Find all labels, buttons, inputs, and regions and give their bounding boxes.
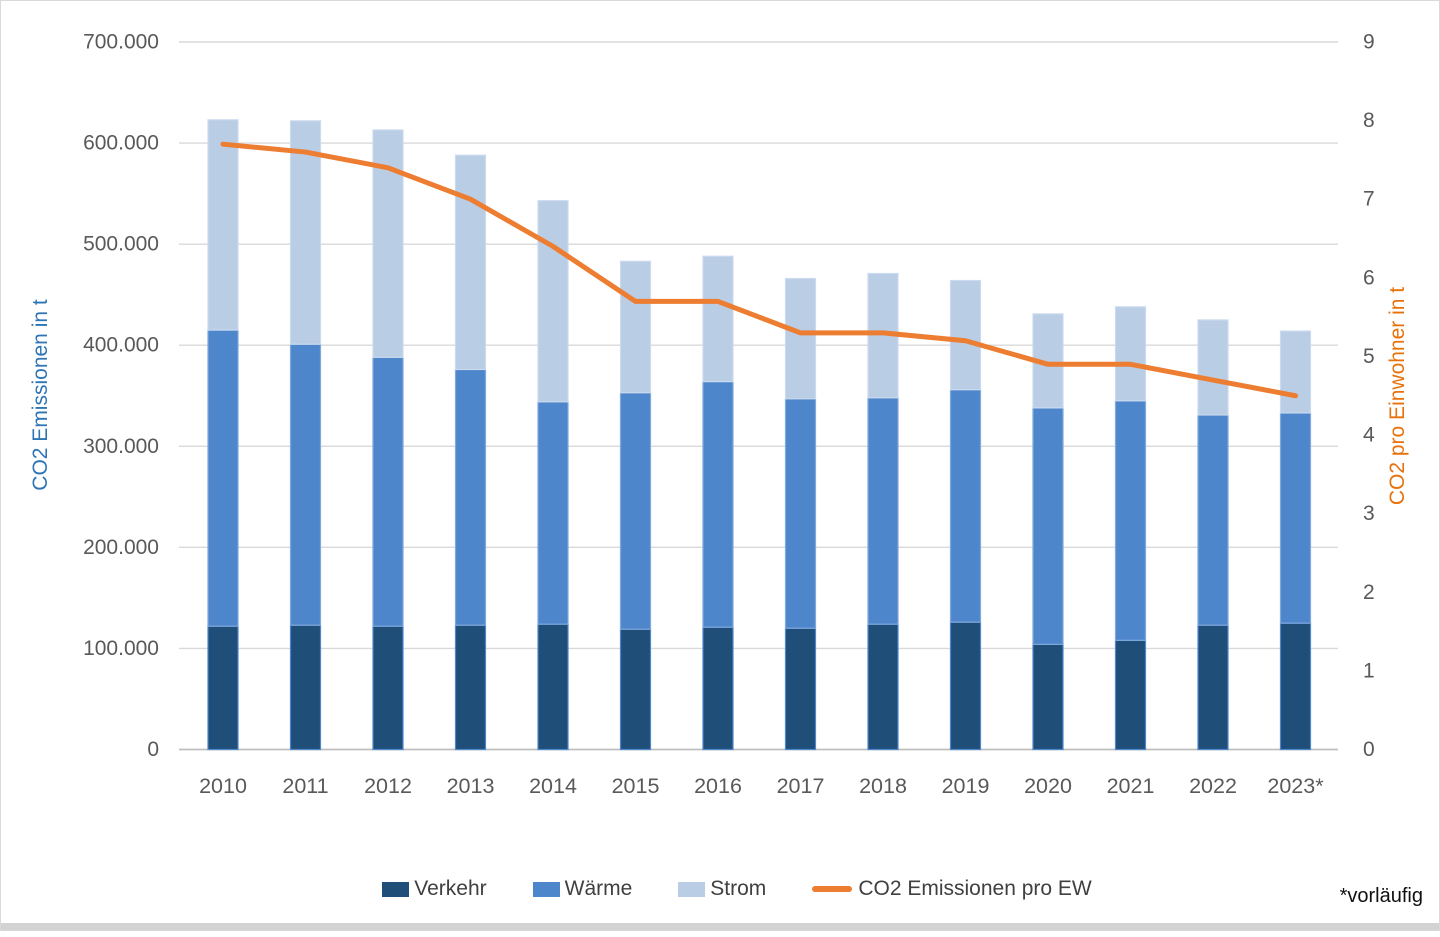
y-axis-tick-label: 400.000: [83, 334, 159, 357]
line-co2-pro-ew: [220, 141, 1298, 399]
x-axis-tick-label: 2013: [447, 774, 495, 798]
y-axis-tick-label: 500.000: [83, 233, 159, 256]
bar-segment-strom-2010: [207, 119, 239, 331]
bar-segment-wrme-2019: [949, 389, 982, 623]
legend-label-w-rme: Wärme: [564, 877, 633, 900]
y-axis-tick-label: 700.000: [83, 31, 159, 54]
right-axis-tick-label: 2: [1363, 581, 1375, 604]
bar-segment-wrme-2012: [372, 356, 404, 627]
x-axis-tick-label: 2018: [859, 774, 907, 798]
bar-segment-verkehr-2016: [702, 626, 734, 751]
x-axis-tick-label: 2019: [942, 774, 990, 798]
bar-segment-strom-2021: [1114, 306, 1147, 402]
legend-item-co2-emissionen-pro-ew: CO2 Emissionen pro EW: [812, 877, 1092, 901]
bar-segment-verkehr-2014: [537, 623, 569, 751]
right-axis-tick-label: 0: [1363, 738, 1375, 761]
bar-segment-verkehr-2011: [289, 624, 322, 751]
x-axis-tick-label: 2023*: [1267, 774, 1324, 798]
bar-segment-wrme-2016: [702, 381, 734, 628]
legend-item-w-rme: Wärme: [532, 877, 633, 901]
left-axis-title: CO2 Emissionen in t: [29, 299, 52, 491]
bar-segment-wrme-2011: [289, 343, 322, 626]
right-axis-tick-label: 8: [1363, 109, 1375, 132]
bar-segment-verkehr-2012: [372, 625, 404, 751]
y-axis-tick-label: 600.000: [83, 132, 159, 155]
bar-segment-wrme-2017: [784, 398, 817, 629]
bar-segment-verkehr-2013: [454, 624, 487, 751]
chart-legend: Verkehr Wärme Strom CO2 Emissionen pro EW: [1, 877, 1439, 901]
x-axis-tick-label: 2021: [1107, 774, 1155, 798]
x-axis-tick-label: 2015: [612, 774, 660, 798]
bar-segment-wrme-2015: [619, 392, 652, 630]
x-axis-tick-label: 2014: [529, 774, 577, 798]
bar-segment-wrme-2013: [454, 368, 487, 626]
bar-segment-strom-2011: [289, 120, 322, 345]
bar-segment-strom-2022: [1197, 319, 1229, 416]
legend-swatch-w-rme: [532, 881, 560, 897]
bar-segment-strom-2023: [1279, 330, 1312, 414]
y-axis-tick-label: 0: [147, 738, 159, 761]
bar-segment-strom-2017: [784, 277, 817, 400]
bar-segment-strom-2019: [949, 279, 982, 391]
bar-segment-strom-2016: [702, 255, 734, 383]
bar-segment-verkehr-2017: [784, 627, 817, 751]
bar-segment-wrme-2014: [537, 401, 569, 625]
legend-item-verkehr: Verkehr: [382, 877, 487, 901]
y-axis-tick-label: 300.000: [83, 435, 159, 458]
bar-segment-verkehr-2021: [1114, 639, 1147, 751]
bar-segment-strom-2015: [619, 260, 652, 394]
right-axis-tick-label: 7: [1363, 188, 1375, 211]
bar-segment-wrme-2018: [867, 397, 899, 625]
legend-label-co2-emissionen-pro-ew: CO2 Emissionen pro EW: [858, 877, 1092, 900]
right-axis-tick-label: 9: [1363, 31, 1375, 54]
y-axis-tick-label: 200.000: [83, 536, 159, 559]
x-axis-tick-label: 2017: [777, 774, 825, 798]
bottom-gray-strip: [1, 923, 1439, 930]
right-axis-tick-label: 6: [1363, 266, 1375, 289]
x-axis-tick-label: 2011: [282, 774, 328, 798]
footnote-vorlaeufig: *vorläufig: [1339, 885, 1423, 907]
legend-label-verkehr: Verkehr: [414, 877, 487, 900]
bar-segment-wrme-2010: [207, 329, 239, 627]
x-axis-tick-label: 2012: [364, 774, 412, 798]
bar-segment-verkehr-2020: [1032, 643, 1064, 751]
legend-line-swatch-co2-emissionen-pro-ew: [812, 886, 853, 892]
legend-item-strom: Strom: [678, 877, 766, 901]
bar-segment-verkehr-2010: [207, 625, 239, 751]
bar-segment-wrme-2021: [1114, 400, 1147, 641]
right-axis-tick-label: 5: [1363, 345, 1375, 368]
right-axis-tick-label: 4: [1363, 424, 1375, 447]
legend-swatch-verkehr: [382, 881, 410, 897]
right-axis-tick-label: 3: [1363, 502, 1375, 525]
bar-segment-verkehr-2015: [619, 628, 652, 751]
right-axis-title: CO2 pro Einwohner in t: [1386, 287, 1409, 505]
bar-segment-strom-2013: [454, 154, 487, 371]
bar-segment-verkehr-2023: [1279, 622, 1312, 751]
bar-segment-wrme-2022: [1197, 414, 1229, 626]
x-axis-tick-label: 2010: [199, 774, 247, 798]
right-axis-tick-label: 1: [1363, 659, 1375, 682]
legend-label-strom: Strom: [710, 877, 767, 900]
bar-segment-verkehr-2019: [949, 621, 982, 751]
x-axis-tick-label: 2016: [694, 774, 742, 798]
bar-segment-wrme-2020: [1032, 407, 1064, 645]
bar-segment-strom-2014: [537, 200, 569, 403]
y-axis-tick-label: 100.000: [83, 637, 159, 660]
legend-swatch-strom: [678, 881, 706, 897]
bar-segment-wrme-2023: [1279, 412, 1312, 624]
x-axis-tick-label: 2022: [1189, 774, 1237, 798]
x-axis-tick-label: 2020: [1024, 774, 1072, 798]
bar-segment-verkehr-2018: [867, 623, 899, 751]
bar-segment-verkehr-2022: [1197, 624, 1229, 751]
